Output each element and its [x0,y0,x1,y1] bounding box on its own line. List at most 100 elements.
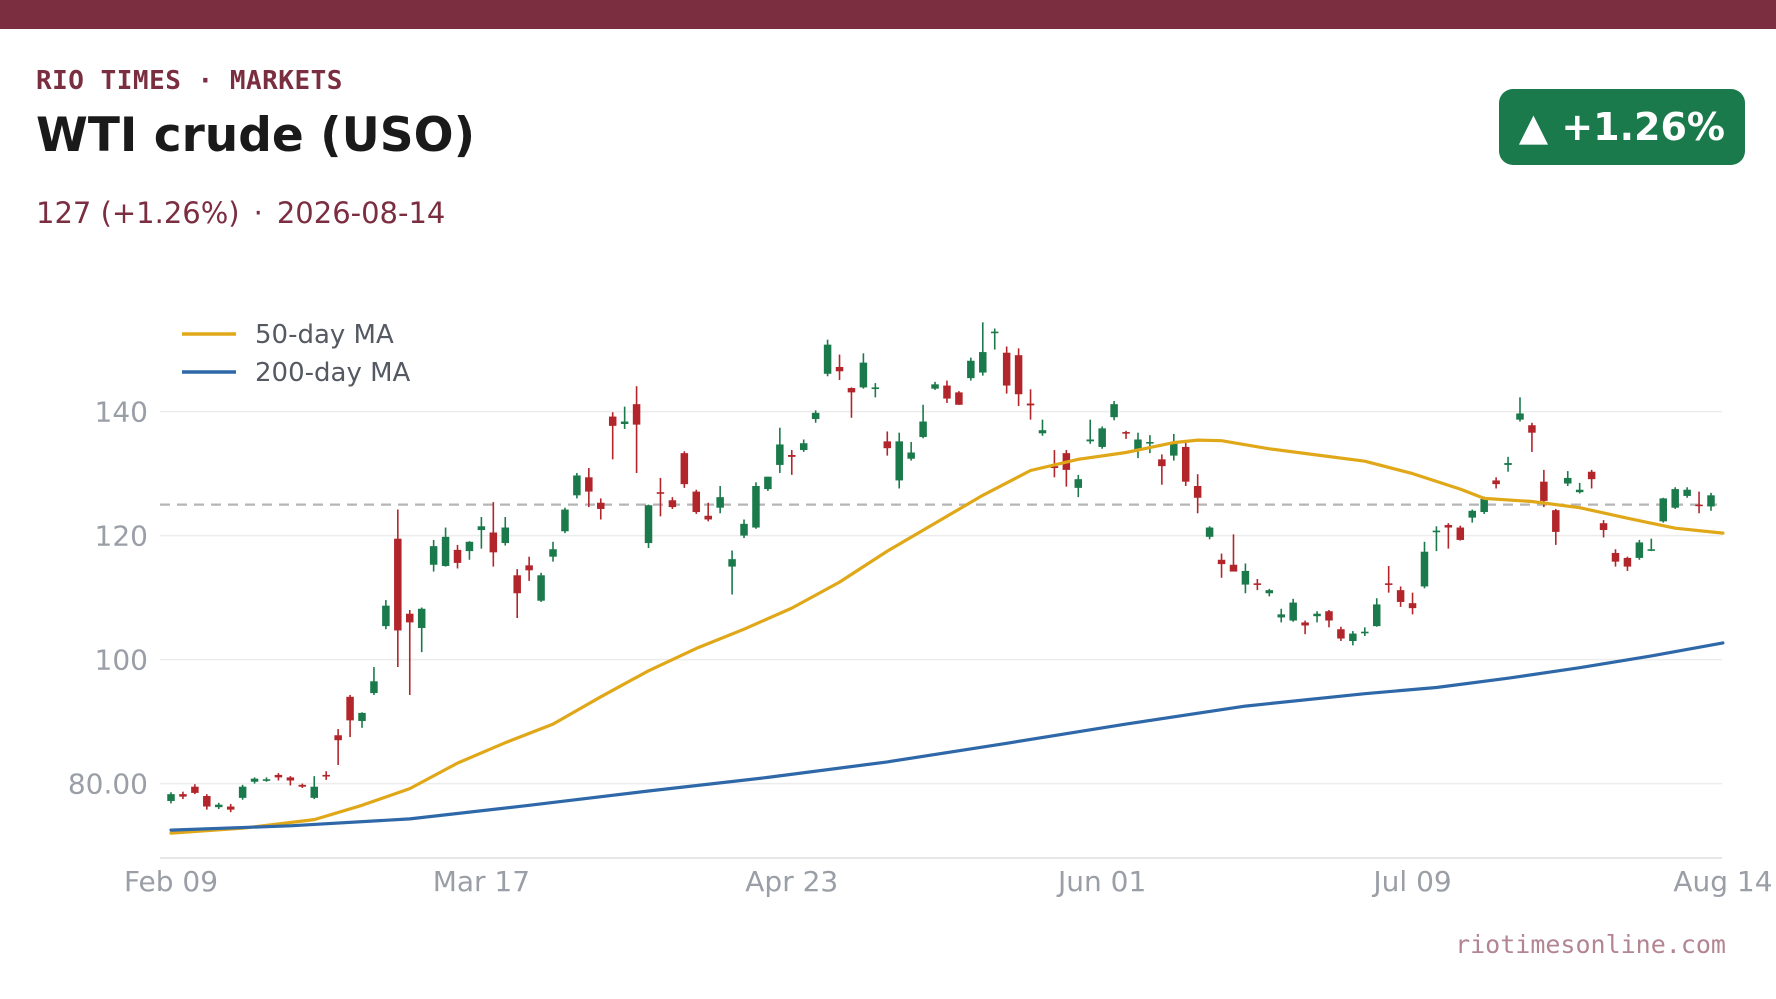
candle-16 [358,712,366,728]
source-credit: riotimesonline.com [1455,930,1726,959]
candle-body [1277,614,1285,618]
candle-43 [680,451,689,488]
candle-8 [262,777,271,782]
candle-body [883,441,892,449]
page-title: WTI crude (USO) [36,108,476,163]
top-accent-bar [0,0,1776,29]
candle-30 [525,556,533,581]
candle-body [1349,633,1357,641]
candle-body [406,613,414,623]
candle-60 [883,431,892,456]
candle-body [238,786,247,798]
candle-body [1229,564,1238,572]
candle-body [1444,525,1453,528]
candle-body [1659,498,1667,522]
candle-body [1480,499,1488,513]
price-subtitle: 127 (+1.26%) · 2026-08-14 [36,196,445,230]
candle-body [847,388,856,393]
candle-body [1158,459,1166,467]
candle-37 [608,412,617,460]
candle-95 [1301,620,1309,635]
x-tick-label-1: Mar 17 [433,865,530,898]
candle-body [1050,466,1059,469]
candle-84 [1170,433,1178,461]
candle-41 [656,477,665,517]
candle-120 [1599,520,1608,538]
candle-67 [967,357,975,381]
candle-body [1432,530,1441,533]
candle-body [489,532,498,553]
candle-body [1647,549,1656,551]
candle-body [1396,590,1405,602]
candle-117 [1563,471,1572,486]
candle-body [1134,439,1142,451]
candle-23 [441,527,450,567]
x-tick-label-2: Apr 23 [745,865,838,898]
candle-68 [979,322,987,376]
subtitle-separator: · [253,196,263,230]
candle-body [656,492,665,494]
candle-body [752,486,760,528]
candle-94 [1289,598,1297,622]
candle-body [1635,542,1644,558]
candle-12 [310,776,319,800]
candle-body [1372,604,1381,627]
candle-body [417,608,426,628]
candle-101 [1372,598,1381,627]
candle-body [1098,428,1106,447]
candle-body [871,387,880,390]
candle-47 [728,550,736,595]
candle-body [203,796,211,807]
candle-109 [1468,509,1476,523]
candle-53 [799,439,808,452]
y-tick-label-140: 140 [95,396,148,429]
candle-body [955,392,963,405]
candle-body [1623,557,1632,567]
candle-122 [1623,556,1632,571]
candle-body [441,536,450,566]
candle-body [1408,603,1417,609]
candle-body [788,455,796,457]
candle-96 [1313,611,1321,623]
candle-116 [1552,508,1560,545]
candle-90 [1241,563,1250,594]
candle-body [525,565,533,571]
candle-body [811,412,820,420]
candle-78 [1098,426,1106,449]
candle-77 [1086,419,1094,444]
candle-1 [179,791,187,800]
candle-108 [1456,525,1465,541]
candle-body [513,575,521,594]
candle-80 [1122,430,1130,439]
candle-body [835,366,844,372]
candle-28 [501,517,510,546]
candle-body [895,441,903,481]
candle-54 [811,410,820,423]
quote-date: 2026-08-14 [276,196,446,230]
candle-body [429,546,438,565]
candle-52 [788,450,796,475]
candle-112 [1504,456,1512,472]
candle-99 [1349,631,1357,646]
candle-body [167,794,175,801]
candle-64 [931,381,939,390]
candle-19 [394,509,402,668]
candle-103 [1396,586,1405,607]
candle-87 [1205,526,1214,540]
moving-averages [169,438,1725,835]
candle-body [1361,631,1369,634]
candle-body [1038,430,1047,434]
candle-body [692,491,701,513]
candle-body [1683,489,1691,496]
candle-118 [1575,482,1584,494]
candle-body [226,806,235,810]
candle-body [370,681,378,694]
candle-body [764,476,772,490]
candle-36 [597,498,605,520]
candle-body [1325,611,1333,621]
candle-body [1086,439,1094,442]
candle-body [1587,471,1596,480]
candle-body [1492,480,1500,485]
candle-body [477,526,486,531]
candle-3 [203,794,211,810]
